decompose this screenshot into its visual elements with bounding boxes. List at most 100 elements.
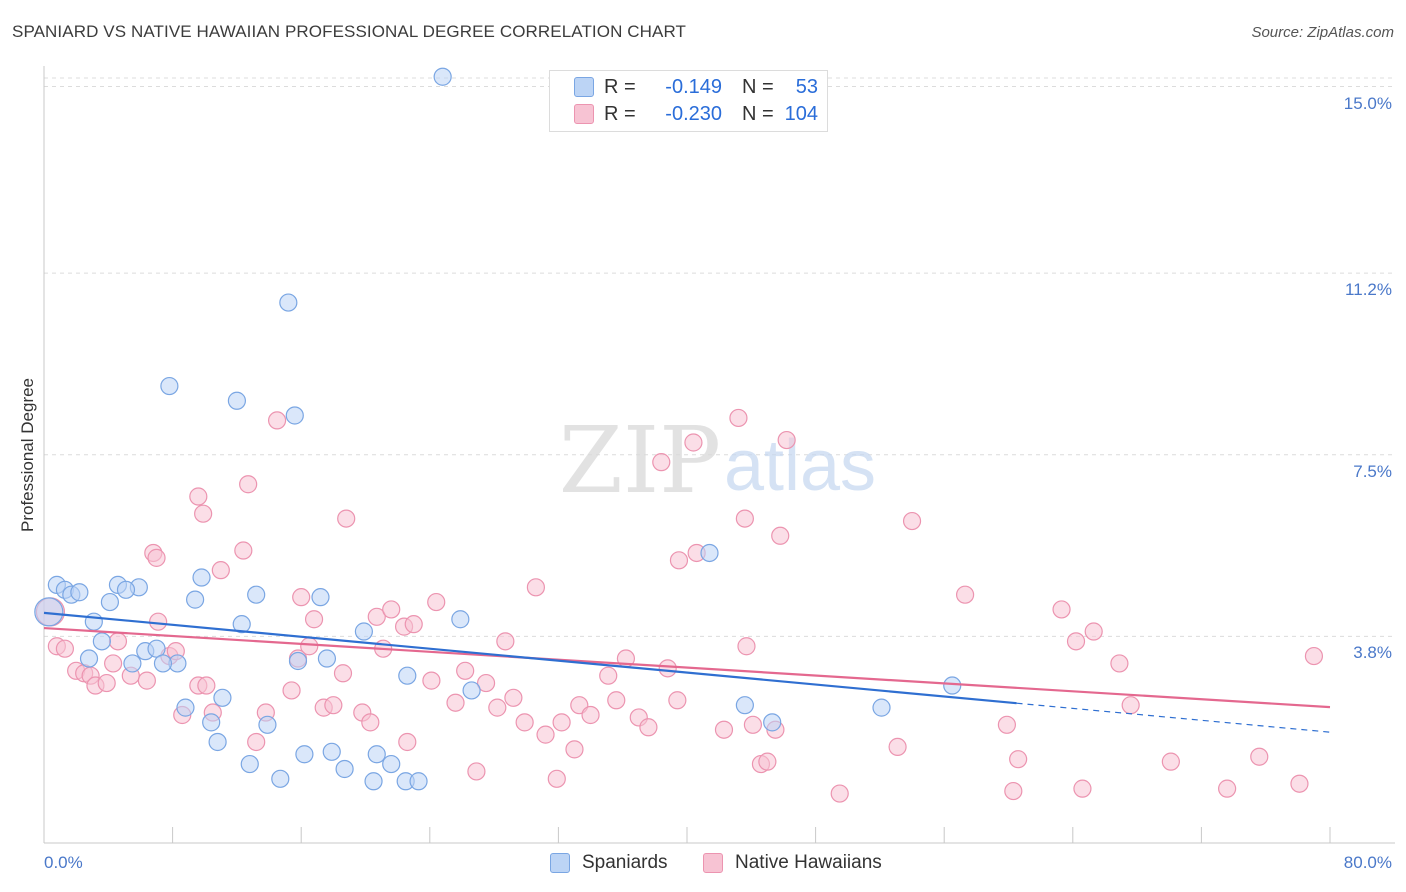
legend-row-native-hawaiians: R = -0.230 N = 104: [574, 101, 818, 127]
native-hawaiians-point: [581, 705, 600, 725]
x-tick-max: 80.0%: [1343, 853, 1392, 872]
native-hawaiians-point: [367, 607, 386, 626]
native-hawaiians-point: [382, 600, 401, 619]
native-hawaiians-point: [147, 548, 166, 567]
spaniards-point: [311, 588, 330, 607]
spaniards-point: [398, 666, 417, 685]
spaniards-trend-extension: [1016, 702, 1331, 733]
spaniards-point: [176, 698, 195, 717]
legend-r-value: -0.149: [665, 75, 722, 98]
native-hawaiians-point: [735, 509, 754, 528]
axes: [43, 66, 1395, 844]
native-hawaiians-points: [35, 408, 1324, 803]
native-hawaiians-point: [1218, 779, 1237, 798]
spaniards-point: [232, 615, 251, 634]
native-hawaiians-point: [504, 688, 523, 707]
legend-n-label: N =: [742, 75, 774, 98]
native-hawaiians-point: [292, 588, 311, 607]
legend-n-value: 53: [795, 75, 818, 98]
native-hawaiians-point: [496, 632, 515, 651]
native-hawaiians-point: [476, 673, 496, 693]
native-hawaiians-point: [1110, 654, 1129, 673]
spaniards-point: [367, 745, 386, 764]
native-hawaiians-point: [1066, 632, 1086, 651]
native-hawaiians-point: [324, 696, 343, 715]
native-hawaiians-point: [997, 715, 1016, 734]
spaniards-point: [700, 543, 719, 563]
native-hawaiians-point: [247, 732, 266, 752]
chart-title: SPANIARD VS NATIVE HAWAIIAN PROFESSIONAL…: [12, 22, 687, 41]
native-hawaiians-point: [427, 592, 446, 612]
native-hawaiians-point: [1161, 752, 1180, 771]
native-hawaiians-point: [234, 541, 253, 560]
native-hawaiians-point: [771, 526, 790, 545]
spaniards-point: [247, 585, 266, 604]
spaniards-trend-line: [43, 611, 1017, 705]
native-hawaiians-point: [1304, 646, 1324, 666]
spaniards-point: [285, 406, 304, 425]
native-hawaiians-point: [282, 681, 301, 700]
spaniards-point: [84, 612, 103, 631]
native-hawaiians-point: [398, 732, 417, 752]
native-hawaiians-point: [97, 673, 116, 693]
native-hawaiians-point: [104, 654, 123, 673]
native-hawaiians-point: [456, 661, 475, 680]
native-hawaiians-point: [361, 713, 380, 732]
spaniards-point: [92, 632, 111, 651]
native-hawaiians-point: [684, 433, 703, 452]
native-hawaiians-point: [304, 610, 324, 629]
native-hawaiians-point: [1084, 622, 1103, 641]
native-hawaiians-point: [467, 762, 486, 781]
native-hawaiians-swatch: [574, 104, 594, 124]
spaniards-point: [279, 293, 298, 312]
spaniards-point: [153, 654, 173, 673]
native-hawaiians-point: [599, 666, 618, 685]
native-hawaiians-point: [137, 671, 156, 690]
native-hawaiians-point: [108, 632, 128, 651]
spaniards-point: [202, 713, 221, 732]
native-hawaiians-point: [526, 578, 545, 597]
spaniards-point: [462, 681, 481, 700]
native-hawaiians-point: [1250, 747, 1269, 766]
native-hawaiians-point: [607, 691, 626, 710]
native-hawaiians-point: [1004, 781, 1023, 801]
native-hawaiians-point: [300, 637, 319, 656]
native-hawaiians-point: [639, 718, 658, 737]
spaniards-point: [409, 772, 428, 791]
spaniards-point: [70, 583, 89, 602]
native-hawaiians-point: [902, 511, 922, 531]
native-hawaiians-point: [552, 713, 571, 732]
native-hawaiians-legend-swatch: [703, 853, 723, 873]
spaniards-point: [192, 568, 211, 587]
native-hawaiians-point: [1290, 774, 1309, 793]
spaniards-point: [208, 732, 227, 752]
spaniards-legend-label: Spaniards: [582, 852, 668, 873]
spaniards-point: [213, 688, 232, 707]
native-hawaiians-point: [652, 453, 671, 472]
native-hawaiians-trend-line: [43, 626, 1331, 709]
spaniards-point: [382, 754, 401, 774]
trend-lines: [43, 611, 1331, 733]
native-hawaiians-legend-label: Native Hawaiians: [735, 852, 882, 873]
y-tick-label: 15.0%: [1343, 93, 1392, 113]
y-tick-label: 11.2%: [1345, 280, 1392, 300]
native-hawaiians-point: [239, 475, 258, 494]
native-hawaiians-point: [404, 615, 423, 634]
native-hawaiians-point: [668, 691, 687, 710]
native-hawaiians-point: [488, 698, 507, 717]
native-hawaiians-point: [888, 737, 907, 757]
native-hawaiians-point: [669, 551, 689, 570]
native-hawaiians-point: [189, 487, 208, 506]
native-hawaiians-point: [955, 585, 975, 604]
spaniards-point: [79, 649, 99, 668]
native-hawaiians-point: [149, 612, 168, 631]
watermark-atlas: atlas: [724, 426, 876, 506]
correlation-legend: R = -0.149 N = 53 R = -0.230 N = 104: [549, 70, 828, 132]
spaniards-point: [160, 376, 179, 396]
native-hawaiians-point: [714, 720, 734, 739]
native-hawaiians-point: [743, 715, 763, 734]
spaniards-point: [763, 713, 782, 732]
spaniards-point: [123, 654, 142, 673]
spaniards-point: [227, 391, 246, 410]
